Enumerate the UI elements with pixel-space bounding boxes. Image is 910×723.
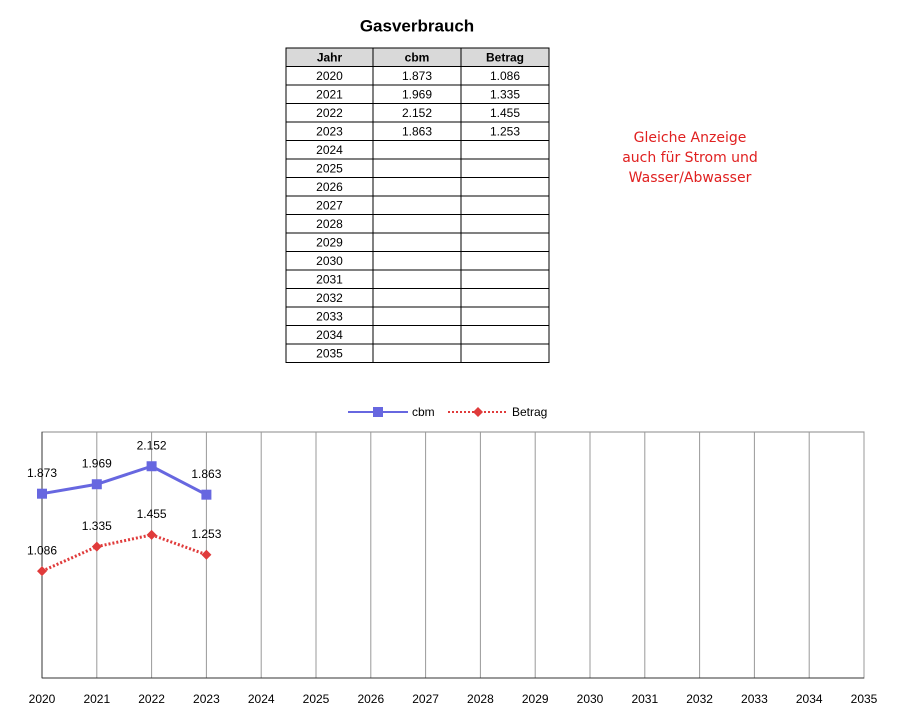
note: Gleiche Anzeige	[634, 130, 747, 146]
cell-text: 2.152	[402, 106, 432, 120]
cell-text: 2022	[316, 106, 343, 120]
cell-text: 2034	[316, 328, 343, 342]
cell	[460, 140, 550, 160]
marker	[201, 489, 212, 500]
header-text: cbm	[405, 50, 430, 64]
data-label: 1.863	[191, 467, 221, 481]
cell-text: 1.969	[402, 87, 432, 101]
marker	[37, 566, 47, 577]
cell-text: 2024	[316, 143, 343, 157]
plot-frame	[41, 431, 865, 679]
data-label: 1.969	[82, 456, 112, 470]
x-tick-label: 2028	[467, 692, 494, 706]
cell-text: 1.863	[402, 124, 432, 138]
cell-text: 2025	[316, 161, 343, 175]
cell-text: 2029	[316, 235, 343, 249]
series-line	[41, 533, 207, 573]
x-tick-label: 2035	[851, 692, 878, 706]
data-label: 1.873	[27, 466, 57, 480]
marker	[473, 407, 483, 417]
cell	[460, 214, 550, 234]
cell-text: 2033	[316, 309, 343, 323]
cell-text: 2032	[316, 291, 343, 305]
x-tick-label: 2020	[29, 692, 56, 706]
cell-text: 2028	[316, 217, 343, 231]
data-label: 1.455	[137, 507, 167, 521]
cell	[372, 214, 462, 234]
cell	[460, 195, 550, 215]
cell	[460, 343, 550, 363]
cell-text: 2035	[316, 346, 343, 360]
cell	[460, 269, 550, 289]
data-label: 1.335	[82, 519, 112, 533]
x-tick-label: 2030	[577, 692, 604, 706]
x-tick-label: 2022	[138, 692, 165, 706]
x-tick-label: 2029	[522, 692, 549, 706]
cell-text: 2021	[316, 87, 343, 101]
x-tick-label: 2027	[412, 692, 439, 706]
cell	[372, 251, 462, 271]
header-text: Betrag	[486, 50, 524, 64]
marker	[91, 479, 102, 490]
marker	[91, 541, 102, 552]
legend-label: Betrag	[512, 405, 547, 419]
x-tick-label: 2032	[686, 692, 713, 706]
note: Wasser/Abwasser	[629, 170, 752, 186]
cell-text: 1.873	[402, 69, 432, 83]
cell-text: 2030	[316, 254, 343, 268]
cell	[372, 232, 462, 252]
marker	[146, 461, 157, 472]
marker	[37, 488, 47, 499]
cell-text: 2026	[316, 180, 343, 194]
cell	[372, 269, 462, 289]
cell	[372, 325, 462, 345]
cell	[372, 195, 462, 215]
header-text: Jahr	[317, 50, 343, 64]
cell	[372, 158, 462, 178]
x-tick-label: 2033	[741, 692, 768, 706]
x-tick-label: 2026	[357, 692, 384, 706]
cell-text: 2020	[316, 69, 343, 83]
cell-text: 1.086	[490, 69, 520, 83]
note: auch für Strom und	[622, 150, 758, 166]
cell	[460, 251, 550, 271]
x-tick-label: 2024	[248, 692, 275, 706]
cell	[372, 177, 462, 197]
cell	[460, 232, 550, 252]
marker	[146, 529, 157, 540]
data-label: 1.086	[27, 543, 57, 557]
x-tick-label: 2023	[193, 692, 220, 706]
cell	[460, 288, 550, 308]
cell-text: 2027	[316, 198, 343, 212]
marker	[373, 407, 383, 417]
cell-text: 2031	[316, 272, 343, 286]
cell	[460, 158, 550, 178]
data-label: 1.253	[191, 527, 221, 541]
x-tick-label: 2025	[303, 692, 330, 706]
cell	[460, 306, 550, 326]
cell-text: 1.335	[490, 87, 520, 101]
cell-text: 2023	[316, 124, 343, 138]
x-tick-label: 2034	[796, 692, 823, 706]
cell	[460, 177, 550, 197]
x-tick-label: 2031	[631, 692, 658, 706]
cell	[372, 306, 462, 326]
cell	[460, 325, 550, 345]
data-label: 2.152	[137, 438, 167, 452]
cell-text: 1.455	[490, 106, 520, 120]
title: Gasverbrauch	[360, 16, 474, 35]
cell-text: 1.253	[490, 124, 520, 138]
x-tick-label: 2021	[83, 692, 110, 706]
cell	[372, 288, 462, 308]
cell	[372, 343, 462, 363]
legend-label: cbm	[412, 405, 435, 419]
cell	[372, 140, 462, 160]
series-line	[41, 464, 208, 497]
marker	[201, 549, 212, 560]
